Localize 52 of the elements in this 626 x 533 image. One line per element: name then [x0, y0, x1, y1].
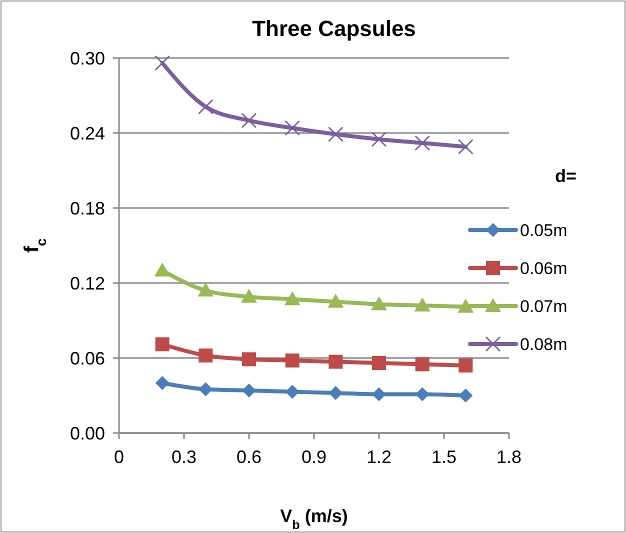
y-tick-label: 0.18	[70, 198, 105, 218]
x-tick-label: 1.8	[496, 447, 522, 467]
point	[458, 298, 474, 313]
point	[414, 135, 430, 151]
point	[371, 296, 387, 310]
point	[242, 384, 256, 398]
point	[154, 262, 170, 276]
point	[284, 120, 300, 136]
point	[328, 354, 343, 369]
point	[328, 126, 344, 142]
legend-label: 0.07m	[520, 296, 568, 316]
y-tick-label: 0.00	[70, 423, 105, 444]
x-axis-title: V$_{b}$ (m/s)	[280, 506, 348, 532]
point	[241, 288, 257, 303]
point	[458, 358, 473, 372]
point	[458, 139, 474, 154]
x-tick-label: 1.5	[431, 447, 457, 467]
point	[285, 354, 300, 368]
point	[371, 132, 387, 147]
point	[198, 382, 213, 396]
point	[285, 384, 300, 399]
point	[198, 282, 214, 296]
x-tick-label: 0.3	[171, 447, 197, 467]
chart-title: Three Capsules	[252, 16, 416, 41]
point	[154, 55, 170, 71]
legend-label: 0.06m	[520, 258, 568, 278]
point	[458, 388, 473, 402]
legend-label: 0.05m	[520, 220, 568, 240]
point	[198, 99, 214, 114]
y-tick-label: 0.30	[70, 48, 105, 68]
y-tick-label: 0.24	[70, 123, 105, 144]
y-tick-label: 0.06	[70, 348, 105, 368]
y-tick-label: 0.12	[70, 273, 105, 294]
point	[328, 294, 344, 308]
legend-title: d=	[555, 166, 577, 186]
point	[242, 352, 256, 366]
point	[155, 376, 170, 390]
x-tick-label: 1.2	[366, 447, 392, 467]
point	[415, 387, 430, 402]
point	[241, 112, 257, 128]
legend-label: 0.08m	[520, 334, 568, 354]
point	[155, 337, 170, 352]
point	[415, 357, 430, 372]
point	[284, 291, 300, 306]
x-tick-label: 0.9	[301, 447, 327, 467]
point	[372, 356, 386, 370]
point	[198, 348, 213, 362]
point	[372, 387, 386, 402]
point	[328, 386, 343, 400]
point	[414, 298, 430, 312]
x-tick-label: 0	[114, 447, 124, 467]
x-tick-label: 0.6	[236, 447, 262, 467]
